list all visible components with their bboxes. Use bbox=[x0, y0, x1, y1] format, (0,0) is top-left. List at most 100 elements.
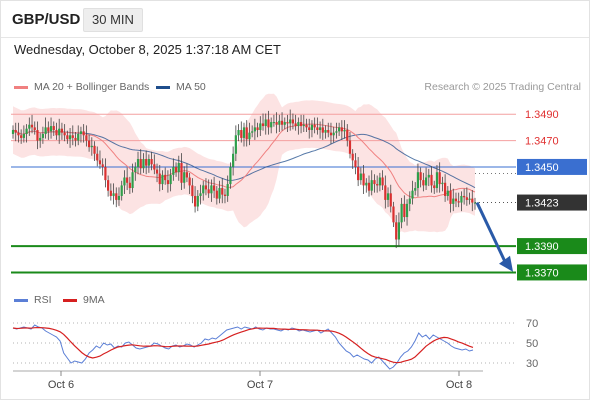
candle-body bbox=[191, 185, 194, 196]
candle-body bbox=[384, 185, 387, 200]
candle-body bbox=[98, 160, 102, 165]
candle-body bbox=[297, 122, 300, 127]
candle-body bbox=[411, 190, 414, 199]
legend-9ma: 9MA bbox=[63, 294, 105, 306]
candle-body bbox=[414, 188, 417, 191]
candle-body bbox=[60, 128, 64, 133]
interval-button[interactable]: 30 MIN bbox=[83, 8, 143, 32]
candle-body bbox=[41, 133, 44, 138]
candle-body bbox=[449, 190, 452, 204]
candle-body bbox=[232, 153, 235, 167]
candle-body bbox=[55, 130, 58, 136]
candle-body bbox=[370, 180, 373, 191]
ma20-swatch bbox=[14, 85, 28, 89]
candle-body bbox=[210, 185, 213, 194]
candle-body bbox=[164, 174, 167, 181]
support-label-text: 1.3390 bbox=[525, 241, 559, 253]
candle-body bbox=[52, 126, 55, 131]
candle-body bbox=[221, 188, 224, 195]
candle-body bbox=[234, 135, 237, 154]
candle-body bbox=[346, 130, 349, 141]
candle-body bbox=[321, 127, 324, 133]
candle-body bbox=[28, 124, 31, 129]
legend-ma50: MA 50 bbox=[156, 81, 206, 93]
candle-body bbox=[395, 222, 398, 240]
candle-body bbox=[446, 190, 449, 196]
rsi-tick-label: 50 bbox=[526, 338, 538, 350]
candle-body bbox=[47, 127, 50, 132]
candle-body bbox=[359, 173, 362, 181]
candle-body bbox=[202, 185, 205, 194]
candle-body bbox=[188, 177, 191, 186]
candle-body bbox=[460, 195, 463, 203]
ma20-label: MA 20 + Bollinger Bands bbox=[34, 81, 150, 93]
candle-body bbox=[196, 195, 199, 207]
candle-body bbox=[405, 203, 409, 218]
candle-body bbox=[302, 124, 305, 127]
candle-body bbox=[367, 182, 371, 191]
candle-body bbox=[71, 135, 74, 138]
candle-body bbox=[199, 193, 202, 196]
candle-body bbox=[177, 162, 180, 173]
candle-body bbox=[223, 194, 227, 196]
candle-body bbox=[452, 198, 455, 204]
candle-body bbox=[147, 159, 150, 166]
candle-body bbox=[115, 193, 118, 200]
candle-body bbox=[85, 135, 88, 141]
candle-body bbox=[226, 184, 229, 196]
last-price-label-box bbox=[517, 194, 587, 211]
candle-body bbox=[93, 145, 96, 154]
ma9-swatch bbox=[63, 298, 77, 302]
candle-body bbox=[424, 177, 428, 186]
candle-body bbox=[389, 193, 392, 207]
candle-body bbox=[185, 172, 189, 178]
x-tick-label: Oct 8 bbox=[446, 379, 472, 391]
candle-body bbox=[169, 174, 172, 185]
pivot-label-box bbox=[517, 158, 587, 175]
candle-body bbox=[155, 169, 159, 174]
candle-body bbox=[96, 153, 99, 161]
ma20-line bbox=[12, 123, 476, 199]
candle-body bbox=[242, 127, 246, 138]
rsi-ma9-line bbox=[12, 326, 474, 364]
candle-body bbox=[123, 177, 126, 186]
legend-ma20: MA 20 + Bollinger Bands bbox=[14, 81, 149, 93]
candle-body bbox=[471, 198, 474, 203]
rsi-label: RSI bbox=[34, 294, 52, 306]
candle-body bbox=[280, 120, 284, 125]
candle-body bbox=[457, 201, 460, 203]
candle-body bbox=[79, 131, 83, 134]
resistance-label-text: 1.3490 bbox=[525, 109, 559, 121]
ma9-label: 9MA bbox=[83, 294, 105, 306]
candle-body bbox=[150, 159, 153, 165]
candles bbox=[11, 109, 477, 249]
candle-body bbox=[33, 127, 36, 131]
candle-body bbox=[351, 153, 354, 161]
candle-body bbox=[68, 135, 72, 140]
candle-body bbox=[338, 127, 341, 132]
header-divider bbox=[1, 37, 589, 38]
timestamp: Wednesday, October 8, 2025 1:37:18 AM CE… bbox=[14, 42, 281, 57]
candle-body bbox=[291, 119, 295, 124]
copyright-text: Research © 2025 Trading Central bbox=[424, 81, 581, 93]
candle-body bbox=[229, 166, 232, 185]
forecast-arrow-head bbox=[499, 255, 513, 272]
candle-body bbox=[172, 166, 175, 175]
candle-body bbox=[327, 130, 330, 133]
candle-body bbox=[237, 130, 240, 136]
candle-body bbox=[454, 198, 458, 202]
candle-body bbox=[259, 123, 262, 131]
candle-body bbox=[381, 177, 384, 186]
candle-body bbox=[158, 173, 161, 185]
candle-body bbox=[36, 130, 39, 141]
ma50-label: MA 50 bbox=[176, 81, 206, 93]
candle-body bbox=[340, 127, 343, 132]
rsi-tick-label: 70 bbox=[526, 318, 538, 330]
candle-body bbox=[120, 185, 123, 196]
candle-body bbox=[39, 137, 42, 141]
candle-body bbox=[25, 128, 28, 134]
support-label-box bbox=[517, 264, 587, 281]
candle-body bbox=[264, 119, 267, 127]
candle-body bbox=[126, 177, 129, 183]
candle-body bbox=[240, 130, 243, 138]
